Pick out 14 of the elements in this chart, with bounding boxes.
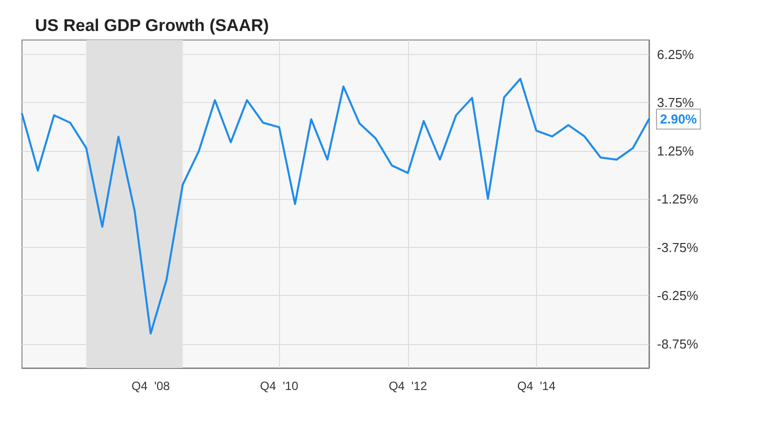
y-tick-label: 3.75% — [657, 95, 694, 110]
y-tick-label: 6.25% — [657, 46, 694, 62]
x-tick-label: Q4 '14 — [517, 379, 556, 393]
y-tick-label: -6.25% — [657, 288, 699, 304]
x-tick-label: Q4 '08 — [132, 379, 170, 393]
data-label: 2.90% — [660, 112, 698, 127]
x-tick-label: Q4 '10 — [260, 379, 299, 393]
y-tick-label: -8.75% — [657, 336, 699, 352]
y-tick-label: -1.25% — [657, 192, 699, 207]
line-series — [21, 78, 650, 334]
y-tick-label: 1.25% — [657, 143, 694, 158]
chart-title: US Real GDP Growth (SAAR) — [35, 16, 269, 35]
x-tick-label: Q4 '12 — [388, 379, 428, 393]
y-tick-label: -3.75% — [657, 240, 699, 255]
